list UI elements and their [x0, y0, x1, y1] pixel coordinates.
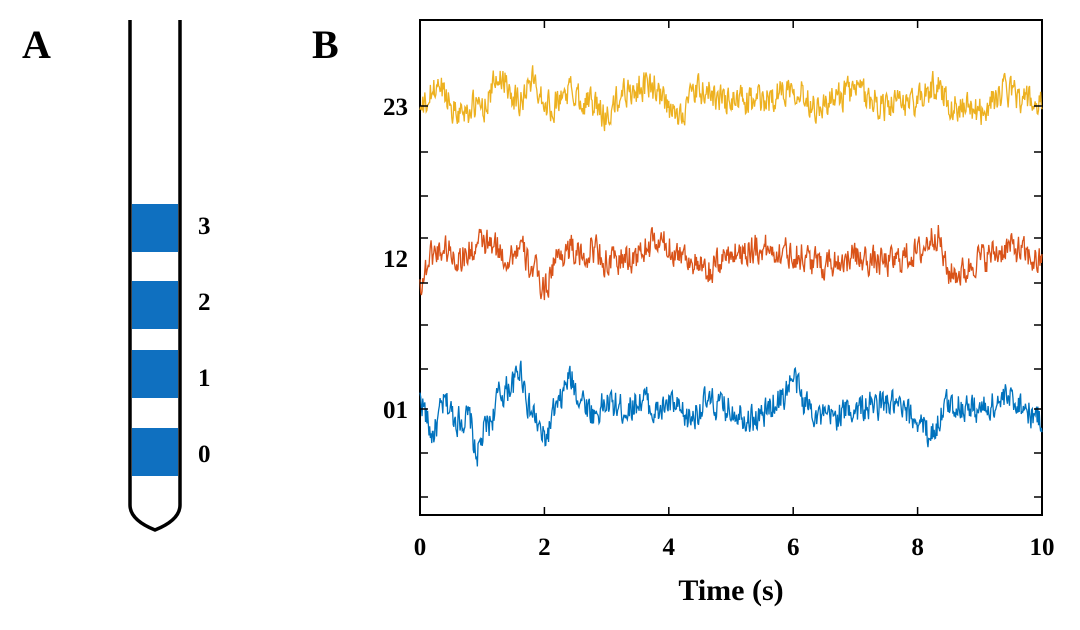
x-axis-title: Time (s)	[678, 574, 783, 607]
trace-12	[419, 225, 1043, 301]
x-tick-label: 2	[538, 534, 551, 561]
electrode-shaft	[128, 20, 182, 532]
y-tick-label: 01	[383, 397, 408, 424]
eeg-chart: 0 2 4 6 8 10 01 12 23 Time (s)	[383, 19, 1055, 607]
electrode-contact-2	[132, 281, 178, 329]
panel-b-label: B	[312, 22, 339, 67]
contact-label-3: 3	[198, 213, 211, 240]
electrode-contact-1	[132, 350, 178, 398]
x-tick-label: 8	[911, 534, 924, 561]
y-tick-label: 12	[383, 246, 408, 273]
x-tick-label: 4	[663, 534, 676, 561]
traces	[419, 65, 1043, 467]
panel-a-label: A	[22, 22, 51, 67]
plot-frame	[419, 19, 1043, 516]
y-tick-label: 23	[383, 94, 408, 121]
x-tick-label: 0	[414, 534, 427, 561]
x-tick-labels: 0 2 4 6 8 10	[414, 534, 1055, 561]
x-tick-label: 10	[1030, 534, 1055, 561]
axis-ticks	[419, 20, 1043, 515]
electrode-diagram: 0 1 2 3	[128, 20, 211, 532]
contact-label-0: 0	[198, 441, 211, 468]
y-tick-labels: 01 12 23	[383, 94, 408, 424]
electrode-contact-0	[132, 428, 178, 476]
trace-23	[419, 65, 1043, 132]
contact-label-1: 1	[198, 365, 211, 392]
contact-label-2: 2	[198, 289, 211, 316]
electrode-contact-3	[132, 204, 178, 252]
x-tick-label: 6	[787, 534, 800, 561]
trace-01	[419, 360, 1043, 467]
